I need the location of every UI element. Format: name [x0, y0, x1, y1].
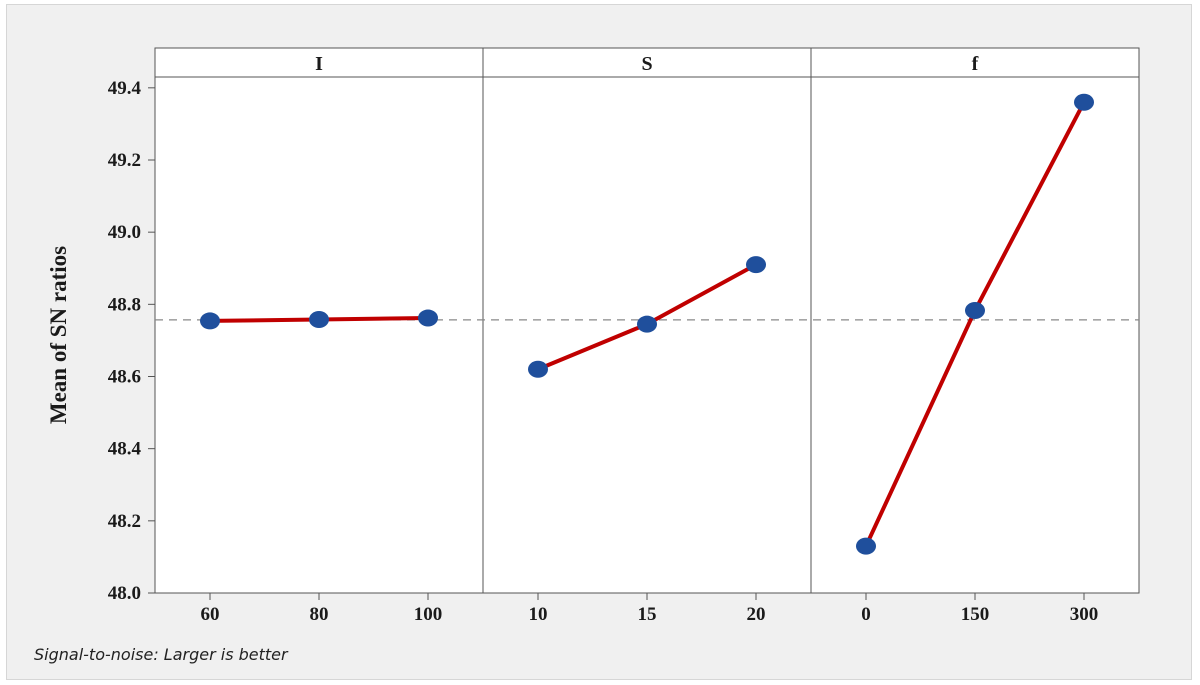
y-axis-title: Mean of SN ratios — [46, 246, 71, 424]
x-tick-label: 10 — [529, 604, 548, 625]
data-point — [528, 360, 548, 378]
panel-title-f: f — [972, 53, 979, 75]
data-point — [309, 310, 329, 328]
x-tick-label: 60 — [201, 604, 220, 625]
y-tick-label: 48.0 — [108, 583, 141, 604]
panel-title-S: S — [641, 53, 652, 75]
x-tick-label: 0 — [861, 604, 871, 625]
y-tick-label: 48.2 — [108, 511, 141, 532]
y-tick-label: 49.4 — [108, 78, 142, 99]
panel-title-I: I — [315, 53, 323, 75]
y-tick-label: 48.6 — [108, 366, 141, 387]
x-tick-label: 20 — [747, 604, 766, 625]
data-point — [1074, 93, 1094, 111]
x-tick-label: 300 — [1070, 604, 1099, 625]
x-tick-label: 80 — [310, 604, 329, 625]
data-point — [637, 315, 657, 333]
y-tick-label: 49.2 — [108, 150, 141, 171]
data-point — [418, 309, 438, 327]
y-tick-label: 49.0 — [108, 222, 141, 243]
y-tick-label: 48.8 — [108, 294, 141, 315]
x-tick-label: 15 — [638, 604, 657, 625]
footnote: Signal-to-noise: Larger is better — [34, 645, 288, 664]
data-point — [856, 537, 876, 555]
data-point — [965, 301, 985, 319]
x-tick-label: 150 — [961, 604, 990, 625]
y-tick-label: 48.4 — [108, 439, 142, 460]
data-point — [200, 312, 220, 330]
x-tick-label: 100 — [414, 604, 443, 625]
data-point — [746, 256, 766, 274]
